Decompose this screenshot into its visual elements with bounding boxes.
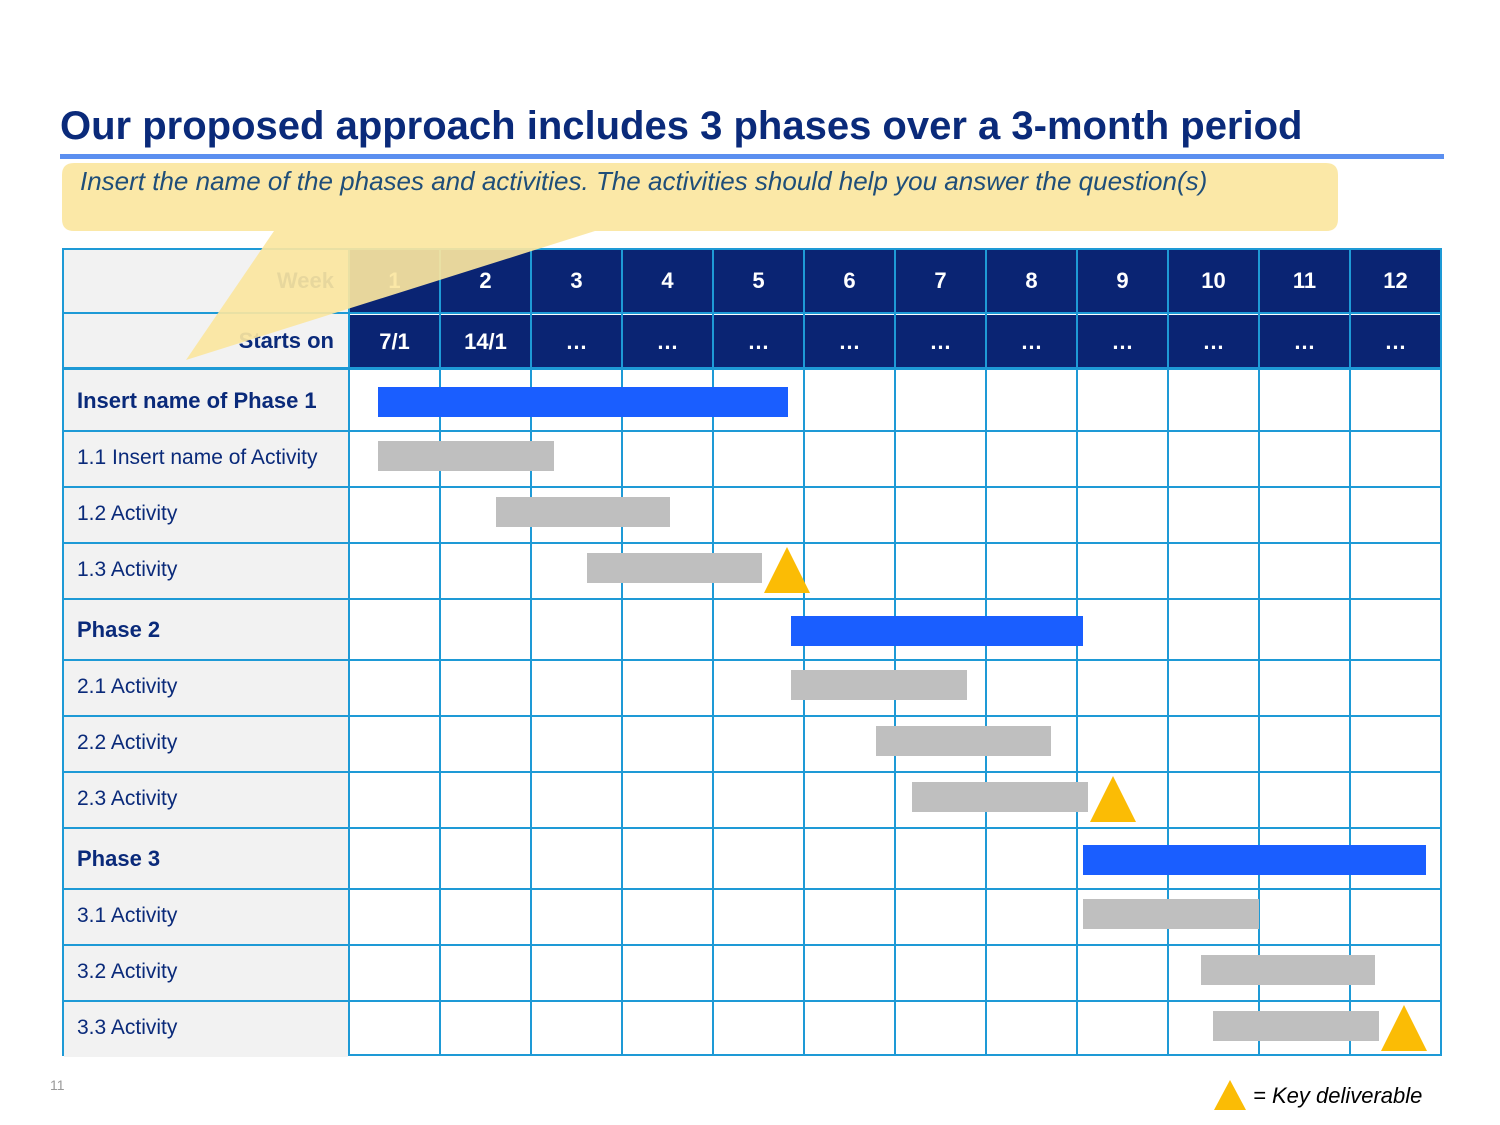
row-divider [64, 312, 1440, 314]
row-label-cell [64, 889, 348, 945]
activity-label: 3.1 Activity [77, 904, 178, 927]
legend-deliverable-icon [1214, 1080, 1246, 1110]
activity-bar [1083, 899, 1259, 929]
callout-text: Insert the name of the phases and activi… [80, 166, 1208, 196]
week-cell-2: 2 [441, 250, 530, 312]
title-underline [60, 154, 1444, 159]
row-label-cell [64, 599, 348, 660]
slide-title: Our proposed approach includes 3 phases … [60, 104, 1303, 148]
column-divider [1440, 250, 1442, 1054]
week-label: Week [276, 268, 334, 293]
row-divider [64, 659, 1440, 661]
row-divider [64, 598, 1440, 600]
row-divider [64, 486, 1440, 488]
week-cell-12: 12 [1351, 250, 1440, 312]
row-label-cell [64, 1001, 348, 1057]
page-number: 11 [50, 1077, 65, 1093]
phase-label: Insert name of Phase 1 [77, 387, 317, 413]
column-divider [530, 250, 532, 1054]
row-label-cell [64, 828, 348, 889]
activity-bar [912, 782, 1088, 812]
row-label-cell [64, 370, 348, 431]
row-divider [64, 542, 1440, 544]
activity-bar [875, 726, 1051, 756]
week-cell-5: 5 [714, 250, 803, 312]
activity-label: 1.1 Insert name of Activity [77, 446, 318, 469]
activity-bar [1200, 955, 1376, 985]
week-cell-4: 4 [623, 250, 712, 312]
start-date-cell: 14/1 [441, 315, 530, 368]
week-cell-9: 9 [1078, 250, 1167, 312]
row-divider [64, 771, 1440, 773]
activity-label: 2.1 Activity [77, 675, 178, 698]
phase-label: Phase 2 [77, 616, 161, 642]
row-label-cell [64, 487, 348, 543]
row-divider [64, 367, 1440, 370]
start-date-cell: … [1169, 315, 1258, 368]
column-divider [348, 250, 350, 1054]
week-cell-1: 1 [350, 250, 439, 312]
start-date-cell: … [1078, 315, 1167, 368]
column-divider [439, 250, 441, 1054]
activity-label: 2.3 Activity [77, 787, 178, 810]
start-date-cell: 7/1 [350, 315, 439, 368]
row-label-cell [64, 431, 348, 487]
row-divider [64, 827, 1440, 829]
week-cell-6: 6 [805, 250, 894, 312]
row-divider [64, 944, 1440, 946]
activity-bar [495, 497, 671, 527]
activity-bar [791, 670, 967, 700]
start-date-cell: … [1351, 315, 1440, 368]
week-cell-11: 11 [1260, 250, 1349, 312]
legend-text: = Key deliverable [1253, 1083, 1423, 1108]
column-divider [985, 250, 987, 1054]
start-date-cell: … [532, 315, 621, 368]
start-date-cell: … [1260, 315, 1349, 368]
key-deliverable-icon [1089, 776, 1136, 822]
phase-bar [378, 387, 788, 417]
column-divider [894, 250, 896, 1054]
column-divider [621, 250, 623, 1054]
phase-bar [791, 616, 1084, 646]
row-divider [64, 1000, 1440, 1002]
activity-label: 1.2 Activity [77, 502, 178, 525]
week-cell-10: 10 [1169, 250, 1258, 312]
column-divider [1349, 250, 1351, 1054]
row-label-cell [64, 945, 348, 1001]
row-label-cell [64, 660, 348, 716]
start-date-cell: … [896, 315, 985, 368]
activity-bar [378, 441, 554, 471]
activity-label: 1.3 Activity [77, 558, 178, 581]
key-deliverable-icon [764, 547, 811, 593]
phase-label: Phase 3 [77, 845, 161, 871]
row-label-cell [64, 772, 348, 828]
week-cell-3: 3 [532, 250, 621, 312]
column-divider [712, 250, 714, 1054]
week-cell-7: 7 [896, 250, 985, 312]
row-divider [64, 888, 1440, 890]
phase-bar [1083, 845, 1426, 875]
row-label-cell [64, 543, 348, 599]
column-divider [1258, 250, 1260, 1054]
starts-on-label: Starts on [238, 328, 334, 353]
row-divider [64, 715, 1440, 717]
activity-label: 3.2 Activity [77, 960, 178, 983]
row-divider [64, 430, 1440, 432]
column-divider [1076, 250, 1078, 1054]
start-date-cell: … [805, 315, 894, 368]
key-deliverable-icon [1381, 1005, 1428, 1051]
start-date-cell: … [623, 315, 712, 368]
activity-label: 3.3 Activity [77, 1016, 178, 1039]
column-divider [1167, 250, 1169, 1054]
start-date-cell: … [987, 315, 1076, 368]
activity-label: 2.2 Activity [77, 731, 178, 754]
activity-bar [1212, 1011, 1380, 1041]
column-divider [803, 250, 805, 1054]
start-date-cell: … [714, 315, 803, 368]
activity-bar [587, 553, 763, 583]
row-label-cell [64, 716, 348, 772]
week-cell-8: 8 [987, 250, 1076, 312]
